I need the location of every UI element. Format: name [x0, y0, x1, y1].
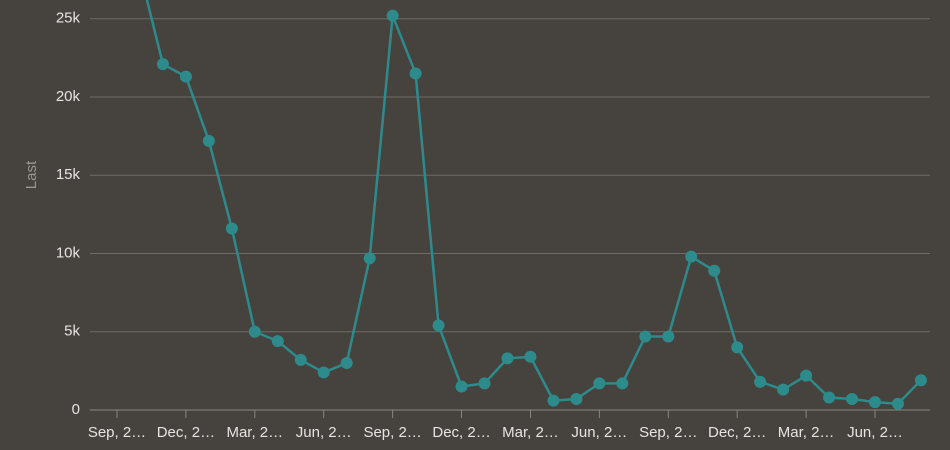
x-tick-label: Mar, 2…: [226, 424, 283, 441]
data-point: [248, 325, 261, 338]
x-tick-label: Jun, 2…: [571, 424, 627, 441]
data-point: [432, 319, 445, 332]
x-tick-label: Mar, 2…: [502, 424, 559, 441]
x-tick-label: Dec, 2…: [432, 424, 490, 441]
x-tick-label: Jun, 2…: [847, 424, 903, 441]
data-point: [616, 377, 629, 390]
data-point: [823, 391, 836, 404]
data-point: [225, 222, 238, 235]
data-point: [501, 352, 514, 365]
y-tick-label: 15k: [56, 166, 81, 183]
data-point: [891, 397, 904, 410]
y-tick-label: 5k: [64, 323, 80, 340]
data-point: [914, 374, 927, 387]
data-point: [547, 394, 560, 407]
y-axis-label: Last: [23, 160, 40, 189]
x-tick-label: Mar, 2…: [778, 424, 835, 441]
data-point: [294, 353, 307, 366]
data-point: [846, 393, 859, 406]
data-point: [800, 369, 813, 382]
data-point: [777, 383, 790, 396]
data-point: [731, 341, 744, 354]
x-tick-label: Jun, 2…: [296, 424, 352, 441]
data-point: [685, 250, 698, 263]
plot-area: [145, 0, 927, 410]
data-point: [478, 377, 491, 390]
data-point: [179, 70, 192, 83]
data-point: [570, 393, 583, 406]
data-point: [409, 67, 422, 80]
x-tick-label: Dec, 2…: [157, 424, 215, 441]
y-tick-label: 25k: [56, 10, 81, 27]
data-point: [708, 264, 721, 277]
data-point: [455, 380, 468, 393]
data-point: [639, 330, 652, 343]
data-point: [156, 58, 169, 71]
x-tick-label: Sep, 2…: [639, 424, 697, 441]
data-point: [202, 134, 215, 147]
series-line: [145, 0, 922, 406]
y-tick-label: 20k: [56, 88, 81, 105]
data-point: [363, 252, 376, 265]
data-point: [754, 375, 767, 388]
data-point: [662, 330, 675, 343]
y-tick-label: 0: [72, 401, 80, 418]
data-point: [317, 366, 330, 379]
data-point: [593, 377, 606, 390]
data-point: [524, 350, 537, 363]
x-tick-label: Dec, 2…: [708, 424, 766, 441]
x-tick-label: Sep, 2…: [363, 424, 421, 441]
data-point: [386, 9, 399, 22]
data-point: [340, 357, 353, 370]
y-tick-label: 10k: [56, 244, 81, 261]
x-tick-label: Sep, 2…: [88, 424, 146, 441]
data-point: [869, 396, 882, 409]
data-point: [271, 335, 284, 348]
